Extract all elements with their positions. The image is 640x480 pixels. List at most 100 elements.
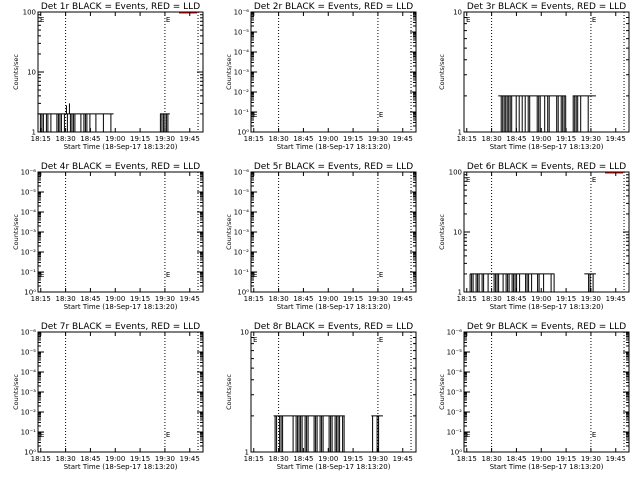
x-tick-label: 18:45 [506, 455, 526, 463]
x-tick-label: 19:30 [155, 295, 175, 303]
y-tick-label: 10⁻⁶ [234, 169, 250, 177]
y-tick-label: 10⁻² [21, 249, 37, 257]
y-tick-label: 10⁻² [21, 409, 37, 417]
y-tick-label: 10⁻⁶ [447, 329, 463, 337]
plot-frame [250, 171, 417, 293]
x-tick-label: 18:30 [55, 135, 75, 143]
y-tick-label: 10⁻² [234, 249, 250, 257]
y-tick-label: 10⁻³ [21, 229, 37, 237]
y-tick-label: 10⁻⁶ [21, 169, 37, 177]
x-tick-label: 19:15 [343, 455, 363, 463]
x-tick-label: 19:45 [393, 295, 413, 303]
x-tick-label: 18:15 [457, 295, 477, 303]
y-axis-label: Counts/sec [438, 54, 446, 90]
x-axis-label: Start Time (18-Sep-17 18:13:20) [490, 463, 604, 471]
x-tick-label: 19:45 [393, 455, 413, 463]
y-tick-label: 10⁻³ [21, 389, 37, 397]
x-axis-label: Start Time (18-Sep-17 18:13:20) [277, 303, 391, 311]
x-tick-label: 19:45 [180, 295, 200, 303]
x-tick-label: 19:45 [180, 135, 200, 143]
y-tick-label: 10⁻⁴ [447, 369, 463, 377]
y-tick-label: 10⁻² [234, 89, 250, 97]
event-marker: E [379, 271, 383, 279]
x-tick-label: 19:15 [130, 455, 150, 463]
x-tick-label: 19:30 [368, 455, 388, 463]
x-tick-label: 19:30 [581, 455, 601, 463]
chart-title: Det 2r BLACK = Events, RED = LLD [254, 2, 413, 12]
y-tick-label: 10⁻³ [234, 69, 250, 77]
y-tick-label: 10⁻¹ [234, 109, 250, 117]
x-tick-label: 19:00 [531, 135, 551, 143]
y-tick-label: 10⁰ [24, 449, 36, 457]
x-tick-label: 19:00 [318, 455, 338, 463]
y-tick-label: 10⁻¹ [234, 269, 250, 277]
event-rate-series [273, 415, 383, 452]
y-tick-label: 10⁻⁴ [234, 209, 250, 217]
y-tick-label: 10⁻² [447, 409, 463, 417]
x-tick-label: 18:30 [268, 135, 288, 143]
y-tick-label: 10⁻¹ [21, 269, 37, 277]
event-marker: E [166, 431, 170, 439]
y-tick-label: 10⁰ [450, 449, 462, 457]
plot-frame [250, 331, 417, 453]
y-tick-label: 10⁰ [237, 289, 249, 297]
x-tick-label: 18:30 [481, 455, 501, 463]
x-axis-label: Start Time (18-Sep-17 18:13:20) [490, 143, 604, 151]
x-tick-label: 18:45 [506, 135, 526, 143]
x-tick-label: 18:15 [457, 135, 477, 143]
x-tick-label: 18:15 [244, 455, 264, 463]
x-tick-label: 19:00 [105, 295, 125, 303]
x-tick-label: 19:30 [155, 455, 175, 463]
event-marker: E [166, 16, 170, 24]
y-tick-label: 10⁻⁵ [234, 189, 250, 197]
x-tick-label: 18:30 [481, 135, 501, 143]
y-tick-label: 10⁻⁴ [234, 49, 250, 57]
x-tick-label: 18:45 [506, 295, 526, 303]
y-axis-label: Counts/sec [12, 214, 20, 250]
x-tick-label: 18:45 [293, 295, 313, 303]
event-marker: E [466, 176, 470, 184]
event-marker: E [592, 16, 596, 24]
y-tick-label: 10⁻¹ [21, 429, 37, 437]
chart-title: Det 3r BLACK = Events, RED = LLD [467, 2, 626, 12]
x-tick-label: 19:30 [368, 295, 388, 303]
y-axis-label: Counts/sec [225, 54, 233, 90]
x-tick-label: 19:30 [581, 295, 601, 303]
y-tick-label: 100 [449, 169, 462, 177]
y-tick-label: 1 [32, 129, 36, 137]
chart-title: Det 6r BLACK = Events, RED = LLD [467, 162, 626, 172]
x-tick-label: 19:15 [130, 135, 150, 143]
x-tick-label: 18:30 [55, 455, 75, 463]
chart-title: Det 5r BLACK = Events, RED = LLD [254, 162, 413, 172]
plot-frame [37, 331, 204, 453]
y-tick-label: 10⁻⁶ [234, 9, 250, 17]
x-tick-label: 19:15 [343, 135, 363, 143]
x-tick-label: 19:00 [531, 295, 551, 303]
x-tick-label: 19:30 [581, 135, 601, 143]
event-marker: E [592, 431, 596, 439]
x-tick-label: 19:30 [368, 135, 388, 143]
y-tick-label: 10⁻³ [234, 229, 250, 237]
x-tick-label: 18:45 [80, 135, 100, 143]
y-tick-label: 10⁻⁵ [21, 189, 37, 197]
chart-title: Det 4r BLACK = Events, RED = LLD [41, 162, 200, 172]
y-tick-label: 10⁻³ [447, 389, 463, 397]
plot-frame [37, 171, 204, 293]
event-rate-series [469, 273, 596, 292]
x-tick-label: 19:00 [318, 295, 338, 303]
y-tick-label: 100 [23, 9, 36, 17]
x-tick-label: 18:15 [457, 455, 477, 463]
event-marker: E [466, 16, 470, 24]
x-tick-label: 18:45 [293, 455, 313, 463]
y-tick-label: 10 [453, 229, 462, 237]
y-tick-label: 10⁰ [24, 289, 36, 297]
x-tick-label: 19:45 [606, 295, 626, 303]
x-tick-label: 19:00 [105, 455, 125, 463]
chart-title: Det 8r BLACK = Events, RED = LLD [254, 322, 413, 332]
x-tick-label: 18:45 [293, 135, 313, 143]
